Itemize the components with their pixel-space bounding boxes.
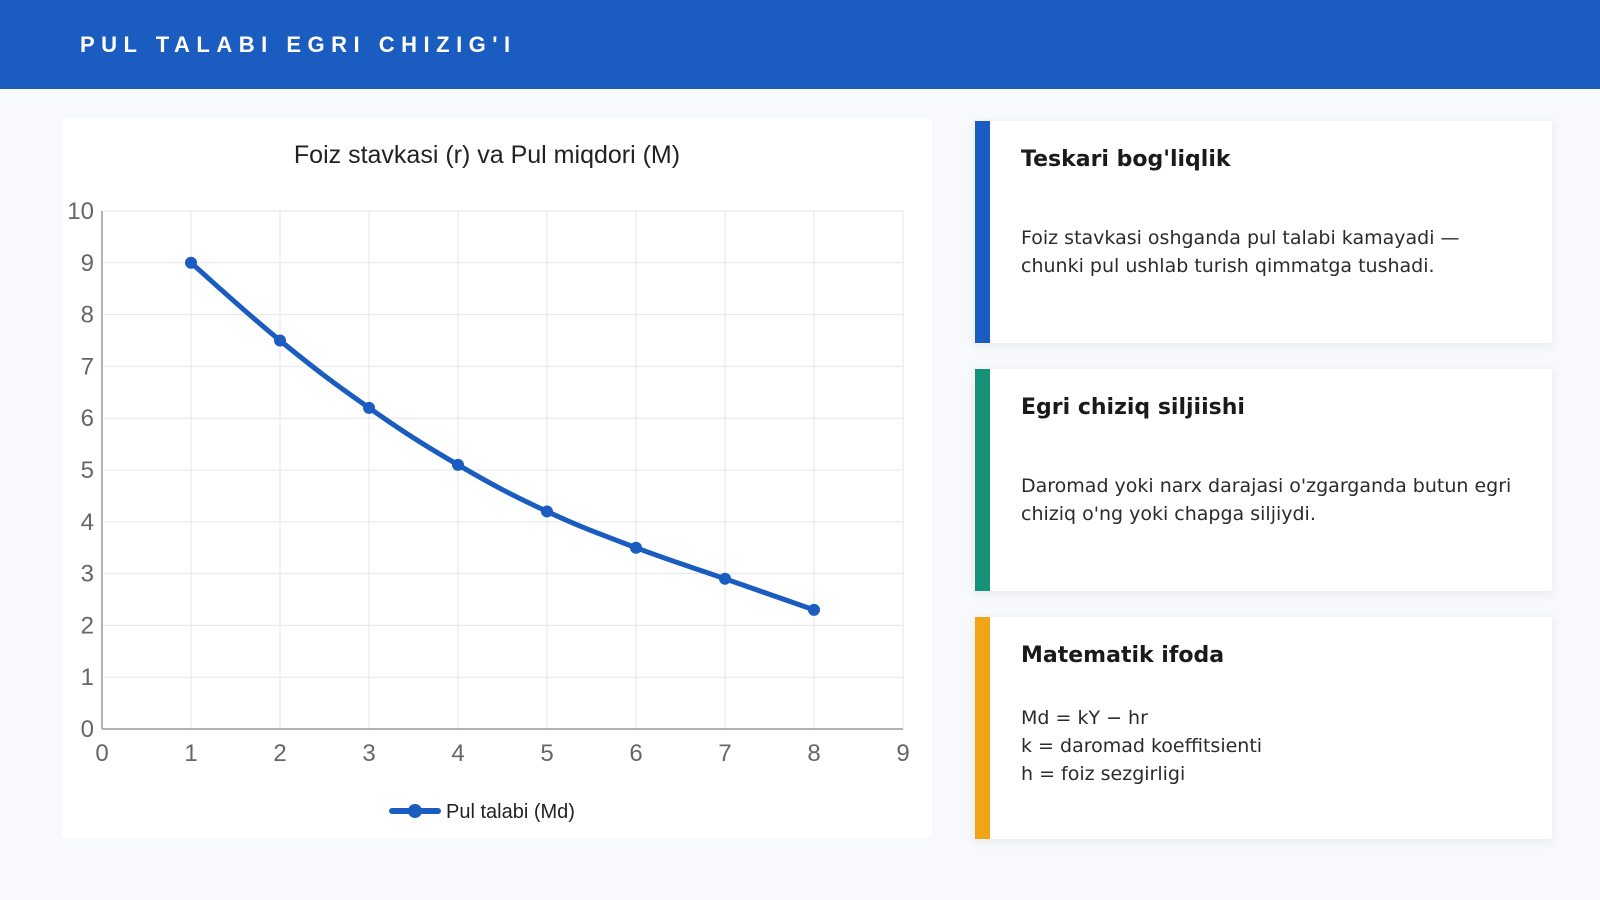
y-tick-label: 5 bbox=[81, 457, 94, 484]
y-tick-label: 6 bbox=[81, 405, 94, 432]
data-point bbox=[808, 603, 820, 616]
y-tick-label: 3 bbox=[81, 561, 94, 588]
y-tick-label: 7 bbox=[81, 353, 94, 380]
data-point bbox=[185, 256, 197, 269]
chart-panel: Foiz stavkasi (r) va Pul miqdori (M) 0 1 2… bbox=[62, 118, 932, 838]
formula-h-definition: h = foiz sezgirligi bbox=[1021, 763, 1186, 785]
info-card-inverse: Teskari bog'liqlik Foiz stavkasi oshgand… bbox=[975, 121, 1552, 343]
chart-title: Foiz stavkasi (r) va Pul miqdori (M) bbox=[294, 141, 680, 169]
data-point bbox=[452, 458, 464, 471]
card-title: Egri chiziq siljiishi bbox=[1021, 395, 1245, 420]
y-tick-label: 10 bbox=[67, 198, 94, 225]
y-tick-label: 2 bbox=[81, 612, 94, 639]
legend-label: Pul talabi (Md) bbox=[446, 801, 575, 823]
card-body: Md = kY − hr k = daromad koeffitsienti h… bbox=[1021, 704, 1516, 788]
data-point bbox=[274, 334, 286, 347]
series-line bbox=[188, 260, 817, 613]
y-tick-label: 1 bbox=[81, 664, 94, 691]
y-tick-label: 0 bbox=[81, 716, 94, 743]
header-bar: PUL TALABI EGRI CHIZIG'I bbox=[0, 0, 1600, 89]
card-body: Foiz stavkasi oshganda pul talabi kamaya… bbox=[1021, 224, 1516, 280]
formula-k-definition: k = daromad koeffitsienti bbox=[1021, 735, 1263, 757]
legend-swatch-marker bbox=[408, 804, 422, 818]
x-tick-label: 2 bbox=[273, 740, 286, 767]
x-tick-label: 0 bbox=[95, 740, 108, 767]
data-point bbox=[363, 401, 375, 414]
card-accent-bar bbox=[975, 369, 990, 591]
data-point bbox=[541, 505, 553, 518]
data-point bbox=[630, 541, 642, 554]
x-tick-label: 5 bbox=[540, 740, 553, 767]
card-title: Matematik ifoda bbox=[1021, 643, 1225, 668]
formula-line: Md = kY − hr bbox=[1021, 707, 1148, 729]
info-card-shift: Egri chiziq siljiishi Daromad yoki narx … bbox=[975, 369, 1552, 591]
card-text: Foiz stavkasi oshganda pul talabi kamaya… bbox=[1021, 227, 1460, 277]
card-title: Teskari bog'liqlik bbox=[1021, 147, 1231, 172]
card-body: Daromad yoki narx darajasi o'zgarganda b… bbox=[1021, 472, 1516, 528]
x-tick-label: 7 bbox=[718, 740, 731, 767]
data-point bbox=[719, 572, 731, 585]
card-accent-bar bbox=[975, 121, 990, 343]
x-tick-label: 8 bbox=[807, 740, 820, 767]
x-tick-label: 3 bbox=[362, 740, 375, 767]
x-tick-label: 1 bbox=[184, 740, 197, 767]
y-tick-label: 8 bbox=[81, 302, 94, 329]
card-accent-bar bbox=[975, 617, 990, 839]
page-title: PUL TALABI EGRI CHIZIG'I bbox=[80, 31, 517, 57]
x-tick-label: 4 bbox=[451, 740, 464, 767]
info-card-formula: Matematik ifoda Md = kY − hr k = daromad… bbox=[975, 617, 1552, 839]
y-tick-label: 9 bbox=[81, 250, 94, 277]
y-tick-label: 4 bbox=[81, 509, 94, 536]
x-tick-label: 9 bbox=[896, 740, 909, 767]
demand-line-chart: Foiz stavkasi (r) va Pul miqdori (M) 0 1 2… bbox=[67, 141, 909, 823]
x-tick-label: 6 bbox=[629, 740, 642, 767]
card-text: Daromad yoki narx darajasi o'zgarganda b… bbox=[1021, 475, 1512, 525]
